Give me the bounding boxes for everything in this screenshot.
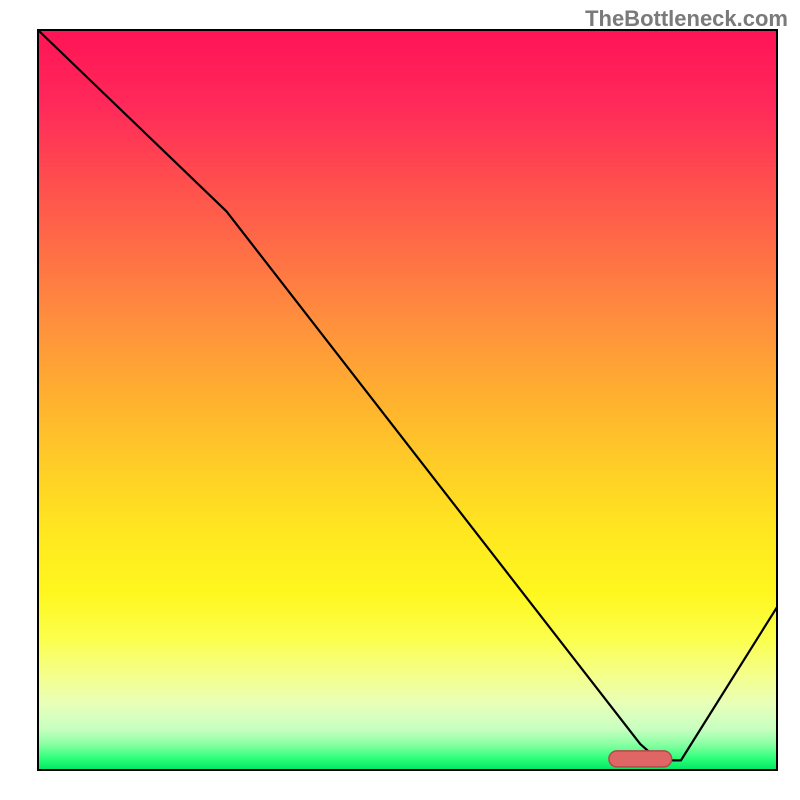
plot-border xyxy=(38,30,777,770)
chart-container: TheBottleneck.com xyxy=(0,0,800,800)
watermark-text: TheBottleneck.com xyxy=(585,6,788,32)
bottleneck-curve xyxy=(38,30,777,760)
optimal-marker xyxy=(609,751,672,767)
chart-svg-layer xyxy=(0,0,800,800)
